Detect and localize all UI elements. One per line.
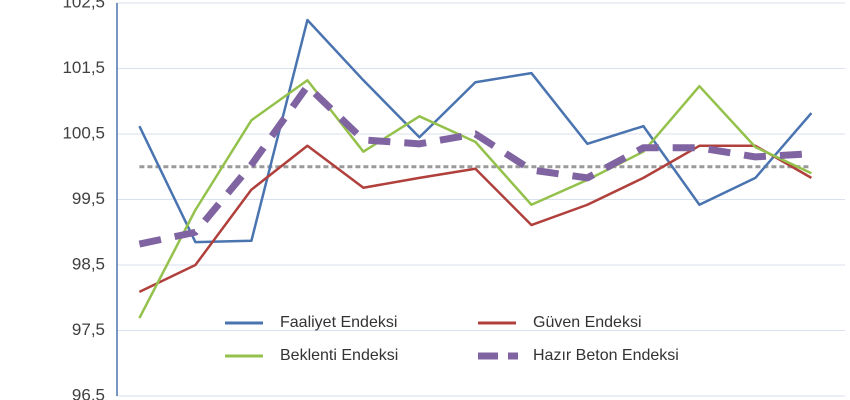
- legend: Faaliyet Endeksi Güven Endeksi Beklenti En…: [225, 314, 679, 364]
- legend-label: Hazır Beton Endeksi: [533, 347, 679, 364]
- series-line: [138, 18, 813, 244]
- y-tick-label: 98,5: [72, 254, 105, 273]
- y-tick-label: 101,5: [62, 58, 105, 77]
- series-line: [138, 82, 812, 248]
- y-tick-label: 97,5: [72, 320, 105, 339]
- y-tick-label: 96,5: [72, 385, 105, 400]
- legend-label: Faaliyet Endeksi: [280, 314, 397, 331]
- series-line: [138, 144, 813, 293]
- y-tick-label: 102,5: [62, 0, 105, 11]
- y-tick-label: 100,5: [62, 123, 105, 142]
- y-tick-label: 99,5: [72, 189, 105, 208]
- series-line: [138, 79, 812, 319]
- legend-label: Beklenti Endeksi: [280, 347, 398, 364]
- legend-label: Güven Endeksi: [533, 314, 642, 331]
